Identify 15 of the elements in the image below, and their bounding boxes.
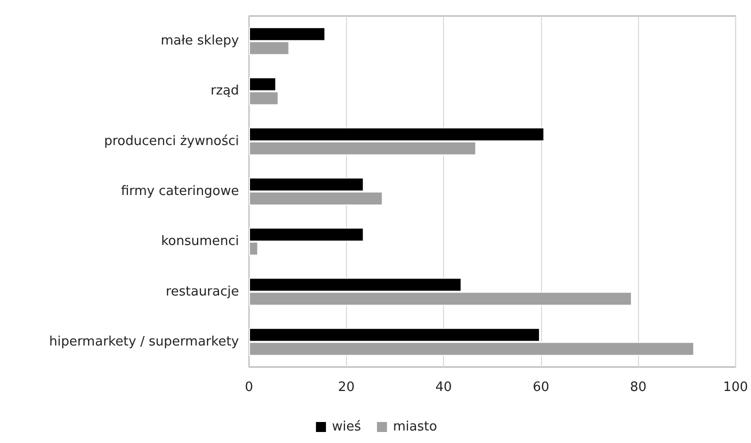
y-tick-label: rząd — [210, 84, 239, 99]
legend-label: miasto — [392, 420, 438, 434]
y-tick-label: małe sklepy — [160, 34, 240, 49]
y-tick-label: restauracje — [166, 284, 239, 300]
y-tick-label: producenci żywności — [104, 134, 239, 149]
x-tick-label: 100 — [723, 380, 748, 395]
x-tick-label: 80 — [630, 380, 647, 395]
x-tick-label: 40 — [435, 380, 452, 395]
legend-label: wieś — [332, 420, 362, 434]
x-tick-label: 0 — [244, 380, 254, 395]
x-tick-label: 20 — [338, 380, 355, 395]
y-tick-label: firmy cateringowe — [120, 184, 239, 199]
y-tick-label: hipermarkety / supermarkety — [49, 334, 240, 350]
y-tick-label: konsumenci — [161, 234, 239, 250]
x-tick-label: 60 — [532, 380, 550, 395]
